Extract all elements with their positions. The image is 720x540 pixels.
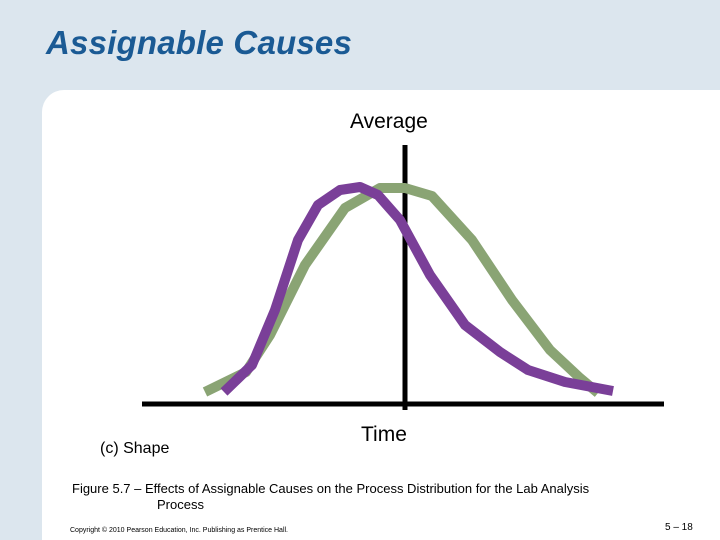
slide-title: Assignable Causes [46, 24, 353, 61]
content-panel [42, 90, 720, 540]
panel-label: (c) Shape [100, 440, 170, 457]
caption-line-1: Figure 5.7 – Effects of Assignable Cause… [72, 481, 590, 496]
caption-line-2: Process [157, 497, 204, 512]
figure-caption: Figure 5.7 – Effects of Assignable Cause… [72, 481, 692, 513]
vertical-axis-label: Average [350, 110, 428, 133]
shifted-distribution-curve [220, 182, 614, 396]
horizontal-axis-label: Time [361, 423, 407, 446]
copyright-notice: Copyright © 2010 Pearson Education, Inc.… [70, 527, 289, 534]
original-distribution-curve [202, 183, 602, 397]
page-number: 5 – 18 [665, 522, 693, 533]
